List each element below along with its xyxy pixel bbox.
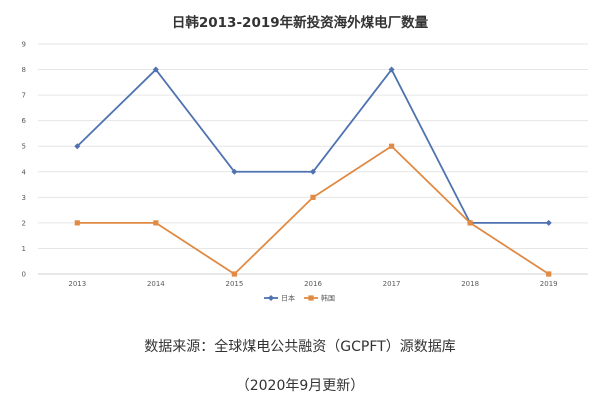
y-tick-label: 7: [22, 92, 26, 100]
legend-swatch-marker: [268, 295, 274, 301]
x-axis-tick-labels: 2013 2014 2015 2016 2017 2018 2019: [68, 280, 557, 288]
data-point: [153, 220, 159, 226]
data-point: [310, 168, 316, 175]
legend-label: 韩国: [321, 294, 335, 303]
data-point: [545, 219, 552, 226]
data-point: [231, 271, 238, 277]
y-tick-label: 6: [22, 117, 27, 125]
x-tick-label: 2017: [383, 280, 401, 288]
data-point: [231, 168, 238, 175]
legend-item-2: 韩国: [304, 294, 335, 303]
data-point: [388, 66, 395, 73]
x-tick-label: 2019: [540, 280, 558, 288]
y-axis-tick-labels: 0 1 2 3 4 5 6 7 8 9: [22, 41, 27, 279]
series-line-2: [77, 145, 550, 275]
legend: 日本 韩国: [264, 294, 335, 303]
y-tick-label: 2: [22, 219, 26, 227]
update-date-note: （2020年9月更新）: [235, 378, 365, 394]
x-tick-label: 2013: [68, 280, 86, 288]
legend-item-1: 日本: [264, 294, 295, 303]
y-tick-label: 5: [22, 143, 26, 151]
legend-label: 日本: [281, 294, 295, 303]
x-tick-label: 2016: [304, 280, 322, 288]
data-point: [74, 143, 81, 150]
y-tick-label: 3: [22, 194, 26, 202]
data-point: [310, 194, 316, 200]
data-point: [388, 143, 395, 149]
data-point: [152, 66, 159, 73]
series-markers: [74, 66, 552, 277]
chart-title: 日韩2013-2019年新投资海外煤电厂数量: [172, 14, 429, 31]
gridlines: [38, 43, 588, 275]
legend-swatch-marker: [308, 295, 314, 301]
x-tick-label: 2015: [226, 280, 244, 288]
data-point: [467, 220, 473, 226]
x-tick-label: 2014: [147, 280, 165, 288]
data-source-note: 数据来源：全球煤电公共融资（GCPFT）源数据库: [144, 339, 456, 355]
data-point: [74, 220, 80, 226]
y-tick-label: 9: [22, 41, 26, 49]
y-tick-label: 8: [22, 66, 26, 74]
x-tick-label: 2018: [461, 280, 479, 288]
y-tick-label: 1: [22, 245, 26, 253]
data-point: [546, 271, 552, 277]
y-tick-label: 4: [22, 168, 27, 176]
y-tick-label: 0: [22, 271, 26, 279]
